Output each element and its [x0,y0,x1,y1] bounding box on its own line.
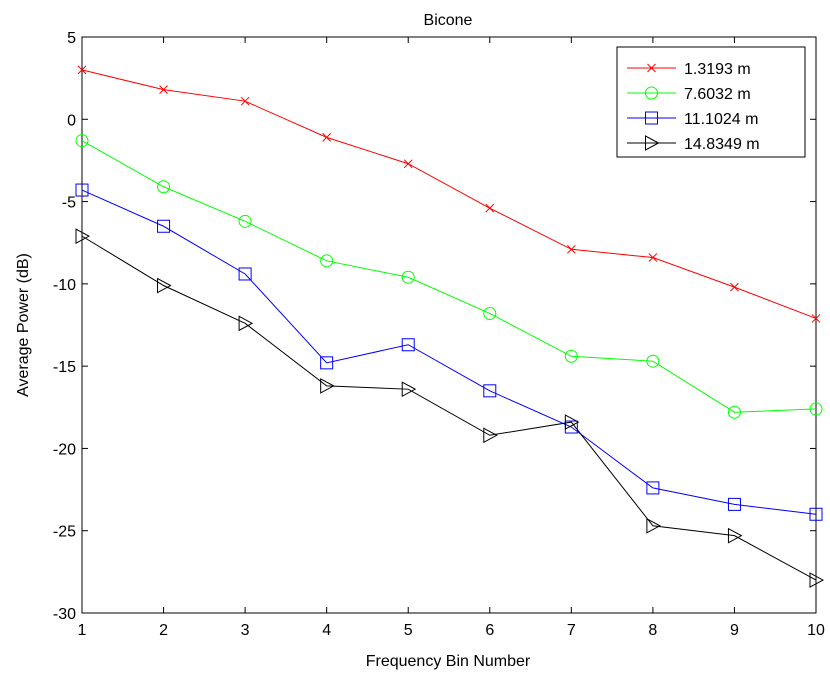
y-tick-label: 0 [67,112,76,129]
x-tick-label: 6 [485,622,494,639]
x-tick-label: 8 [648,622,657,639]
data-point [322,133,332,142]
data-point [320,356,334,370]
chart-title: Bicone [424,12,473,29]
data-point [401,270,415,284]
data-point [646,481,660,495]
y-tick-label: -30 [53,606,76,623]
legend-label: 14.8349 m [684,136,760,153]
legend-entry: 7.6032 m [627,86,751,103]
data-point [401,338,415,352]
data-point [157,219,171,233]
data-point [648,253,658,262]
data-point [483,306,497,320]
series-line [81,189,817,515]
y-tick-label: -15 [53,359,76,376]
data-point [238,315,254,332]
data-point [75,183,89,197]
data-point [157,180,171,194]
data-point [240,96,250,106]
data-point [320,378,335,394]
legend: 1.3193 m 7.6032 m 11.1024 m 14.8349 m [616,46,806,158]
legend-label: 1.3193 m [684,61,751,78]
data-point [566,244,576,254]
legend-marker [645,111,658,125]
data-point [401,381,417,398]
data-point [646,354,660,368]
x-tick-label: 10 [807,622,825,639]
data-point [483,427,498,444]
y-tick-label: -20 [53,441,76,458]
legend-marker [645,86,658,100]
legend-entry: 1.3193 m [627,61,751,78]
data-point [730,282,739,292]
legend-label: 7.6032 m [684,86,751,103]
legend-marker [645,135,660,151]
series-3 [75,183,823,521]
series-line [81,69,817,319]
data-point [75,228,91,244]
y-axis-title: Average Power (dB) [15,253,32,397]
legend-entry: 11.1024 m [627,111,758,128]
data-point [403,159,413,169]
data-point [77,65,87,75]
axis-ticks: 1 2 3 4 5 6 7 8 9 10 5 0 -5 -10 -15 -20 -25 -30 [53,30,825,639]
series-line [81,140,817,413]
series-1 [77,65,821,323]
legend-label: 11.1024 m [684,111,758,128]
y-tick-label: -5 [62,195,76,212]
data-point [159,85,168,95]
y-tick-label: -10 [53,277,76,294]
data-point [564,414,580,430]
data-point [157,277,172,294]
data-point [238,267,252,281]
y-tick-label: 5 [67,30,76,47]
x-tick-label: 2 [159,622,168,639]
x-tick-label: 4 [322,622,331,639]
data-point [809,507,823,521]
series-2 [75,134,823,419]
data-point [727,527,743,544]
data-point [320,254,334,268]
x-tick-label: 9 [730,622,739,639]
data-point [811,314,821,323]
data-point [564,349,578,363]
y-tick-label: -25 [53,524,76,541]
data-point [727,405,741,419]
data-point [75,134,89,148]
x-axis-title: Frequency Bin Number [366,653,531,670]
data-point [727,497,741,511]
data-point [485,203,495,213]
legend-entry: 14.8349 m [627,135,760,153]
x-tick-label: 1 [78,622,87,639]
legend-marker [647,63,656,73]
data-point [646,517,661,534]
series-line [81,235,817,581]
data-point [809,402,823,416]
series-layer [75,65,825,588]
data-point [809,572,825,588]
x-tick-label: 5 [404,622,413,639]
x-tick-label: 7 [567,622,576,639]
data-point [483,384,497,398]
data-point [238,214,252,228]
x-tick-label: 3 [241,622,250,639]
series-4 [75,228,825,588]
